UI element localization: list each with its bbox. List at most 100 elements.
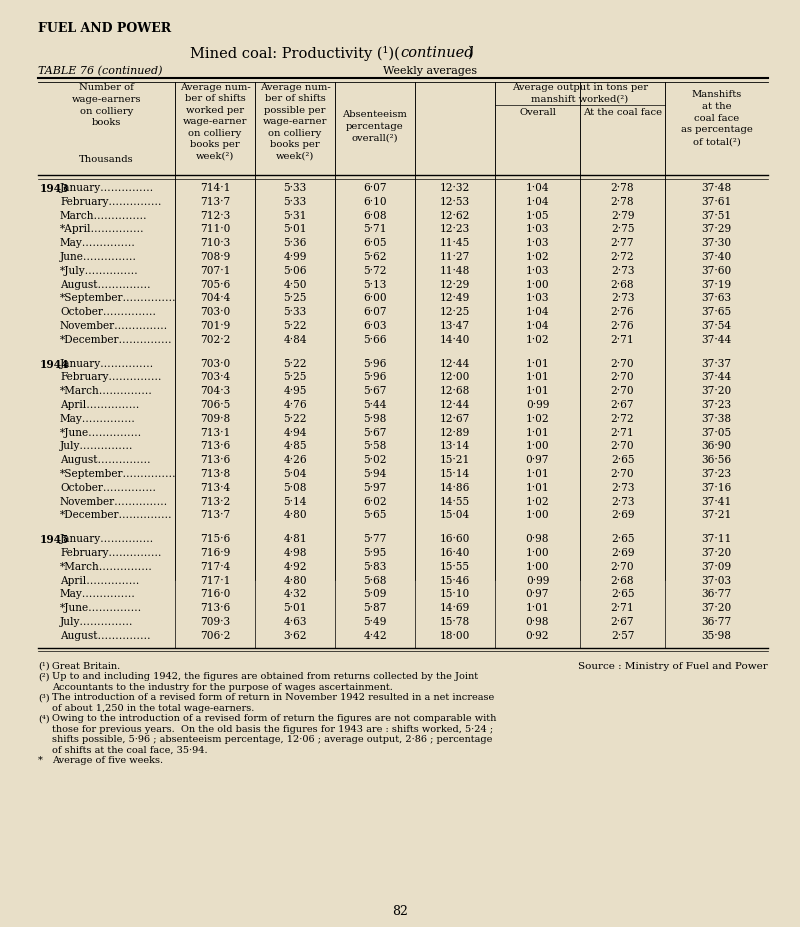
Text: 2·70: 2·70 xyxy=(610,359,634,369)
Text: 4·81: 4·81 xyxy=(283,534,307,544)
Text: 5·44: 5·44 xyxy=(363,400,386,410)
Text: (⁴): (⁴) xyxy=(38,714,50,723)
Text: October……………: October…………… xyxy=(60,483,156,493)
Text: 36·77: 36·77 xyxy=(702,617,732,627)
Text: of about 1,250 in the total wage-earners.: of about 1,250 in the total wage-earners… xyxy=(52,704,254,713)
Text: *July……………: *July…………… xyxy=(60,266,138,276)
Text: 5·68: 5·68 xyxy=(363,576,386,586)
Text: 713·2: 713·2 xyxy=(200,497,230,506)
Text: 5·95: 5·95 xyxy=(363,548,386,558)
Text: 37·38: 37·38 xyxy=(702,413,731,424)
Text: 15·10: 15·10 xyxy=(440,590,470,600)
Text: 716·9: 716·9 xyxy=(200,548,230,558)
Text: Overall: Overall xyxy=(519,108,556,117)
Text: 1·00: 1·00 xyxy=(526,280,550,289)
Text: 37·54: 37·54 xyxy=(702,321,731,331)
Text: 13·47: 13·47 xyxy=(440,321,470,331)
Text: 1·04: 1·04 xyxy=(526,321,550,331)
Text: 714·1: 714·1 xyxy=(200,183,230,193)
Text: 4·95: 4·95 xyxy=(283,387,306,396)
Text: 37·11: 37·11 xyxy=(702,534,732,544)
Text: 37·05: 37·05 xyxy=(702,427,731,438)
Text: 37·23: 37·23 xyxy=(702,400,731,410)
Text: February……………: February…………… xyxy=(60,548,162,558)
Text: 713·6: 713·6 xyxy=(200,603,230,613)
Text: 2·79: 2·79 xyxy=(610,210,634,221)
Text: those for previous years.  On the old basis the figures for 1943 are : shifts wo: those for previous years. On the old bas… xyxy=(52,725,493,733)
Text: 5·66: 5·66 xyxy=(363,335,386,345)
Text: Mined coal: Productivity (¹)(: Mined coal: Productivity (¹)( xyxy=(190,46,400,61)
Text: 14·69: 14·69 xyxy=(440,603,470,613)
Text: (³): (³) xyxy=(38,693,50,702)
Text: *March……………: *March…………… xyxy=(60,387,153,396)
Text: 1945: 1945 xyxy=(40,534,70,545)
Text: 1·03: 1·03 xyxy=(526,266,550,276)
Text: 5·62: 5·62 xyxy=(363,252,386,262)
Text: 1·03: 1·03 xyxy=(526,224,550,235)
Text: 5·94: 5·94 xyxy=(363,469,386,479)
Text: June……………: June…………… xyxy=(60,252,137,262)
Text: (¹): (¹) xyxy=(38,662,50,670)
Text: 11·48: 11·48 xyxy=(440,266,470,276)
Text: 2·65: 2·65 xyxy=(610,590,634,600)
Text: *September……………: *September…………… xyxy=(60,469,177,479)
Text: 15·78: 15·78 xyxy=(440,617,470,627)
Text: 5·83: 5·83 xyxy=(363,562,386,572)
Text: *March……………: *March…………… xyxy=(60,562,153,572)
Text: 1·03: 1·03 xyxy=(526,294,550,303)
Text: 709·8: 709·8 xyxy=(200,413,230,424)
Text: 15·14: 15·14 xyxy=(440,469,470,479)
Text: 12·67: 12·67 xyxy=(440,413,470,424)
Text: 713·4: 713·4 xyxy=(200,483,230,493)
Text: January……………: January…………… xyxy=(60,183,154,193)
Text: 713·8: 713·8 xyxy=(200,469,230,479)
Text: 1·05: 1·05 xyxy=(526,210,550,221)
Text: 1·00: 1·00 xyxy=(526,548,550,558)
Text: 4·94: 4·94 xyxy=(283,427,306,438)
Text: 37·20: 37·20 xyxy=(702,603,732,613)
Text: 1·01: 1·01 xyxy=(526,373,550,383)
Text: Up to and including 1942, the figures are obtained from returns collected by the: Up to and including 1942, the figures ar… xyxy=(52,672,478,681)
Text: At the coal face: At the coal face xyxy=(583,108,662,117)
Text: 1·04: 1·04 xyxy=(526,197,550,207)
Text: 6·00: 6·00 xyxy=(363,294,387,303)
Text: 6·10: 6·10 xyxy=(363,197,387,207)
Text: *April……………: *April…………… xyxy=(60,224,145,235)
Text: 1·00: 1·00 xyxy=(526,562,550,572)
Text: 6·05: 6·05 xyxy=(363,238,386,248)
Text: 713·6: 713·6 xyxy=(200,455,230,465)
Text: 5·98: 5·98 xyxy=(363,413,386,424)
Text: 0·98: 0·98 xyxy=(526,617,550,627)
Text: 5·33: 5·33 xyxy=(283,183,306,193)
Text: January……………: January…………… xyxy=(60,359,154,369)
Text: 5·25: 5·25 xyxy=(283,294,306,303)
Text: 5·77: 5·77 xyxy=(363,534,386,544)
Text: May……………: May…………… xyxy=(60,590,136,600)
Text: 4·84: 4·84 xyxy=(283,335,307,345)
Text: 15·21: 15·21 xyxy=(440,455,470,465)
Text: 717·1: 717·1 xyxy=(200,576,230,586)
Text: 5·22: 5·22 xyxy=(283,321,306,331)
Text: 12·25: 12·25 xyxy=(440,307,470,317)
Text: 703·0: 703·0 xyxy=(200,359,230,369)
Text: 1·02: 1·02 xyxy=(526,497,550,506)
Text: 5·25: 5·25 xyxy=(283,373,306,383)
Text: 5·08: 5·08 xyxy=(283,483,306,493)
Text: Average of five weeks.: Average of five weeks. xyxy=(52,756,163,765)
Text: 5·13: 5·13 xyxy=(363,280,386,289)
Text: *December……………: *December…………… xyxy=(60,511,173,520)
Text: 4·50: 4·50 xyxy=(283,280,306,289)
Text: 2·65: 2·65 xyxy=(610,455,634,465)
Text: Accountants to the industry for the purpose of wages ascertainment.: Accountants to the industry for the purp… xyxy=(52,682,393,692)
Text: 37·48: 37·48 xyxy=(702,183,732,193)
Text: 4·98: 4·98 xyxy=(283,548,306,558)
Text: 713·6: 713·6 xyxy=(200,441,230,451)
Text: 5·06: 5·06 xyxy=(283,266,306,276)
Text: 5·65: 5·65 xyxy=(363,511,386,520)
Text: 711·0: 711·0 xyxy=(200,224,230,235)
Text: 2·72: 2·72 xyxy=(610,413,634,424)
Text: 5·01: 5·01 xyxy=(283,603,306,613)
Text: Absenteeism
percentage
overall(²): Absenteeism percentage overall(²) xyxy=(342,110,407,143)
Text: 713·7: 713·7 xyxy=(200,197,230,207)
Text: 1·01: 1·01 xyxy=(526,603,550,613)
